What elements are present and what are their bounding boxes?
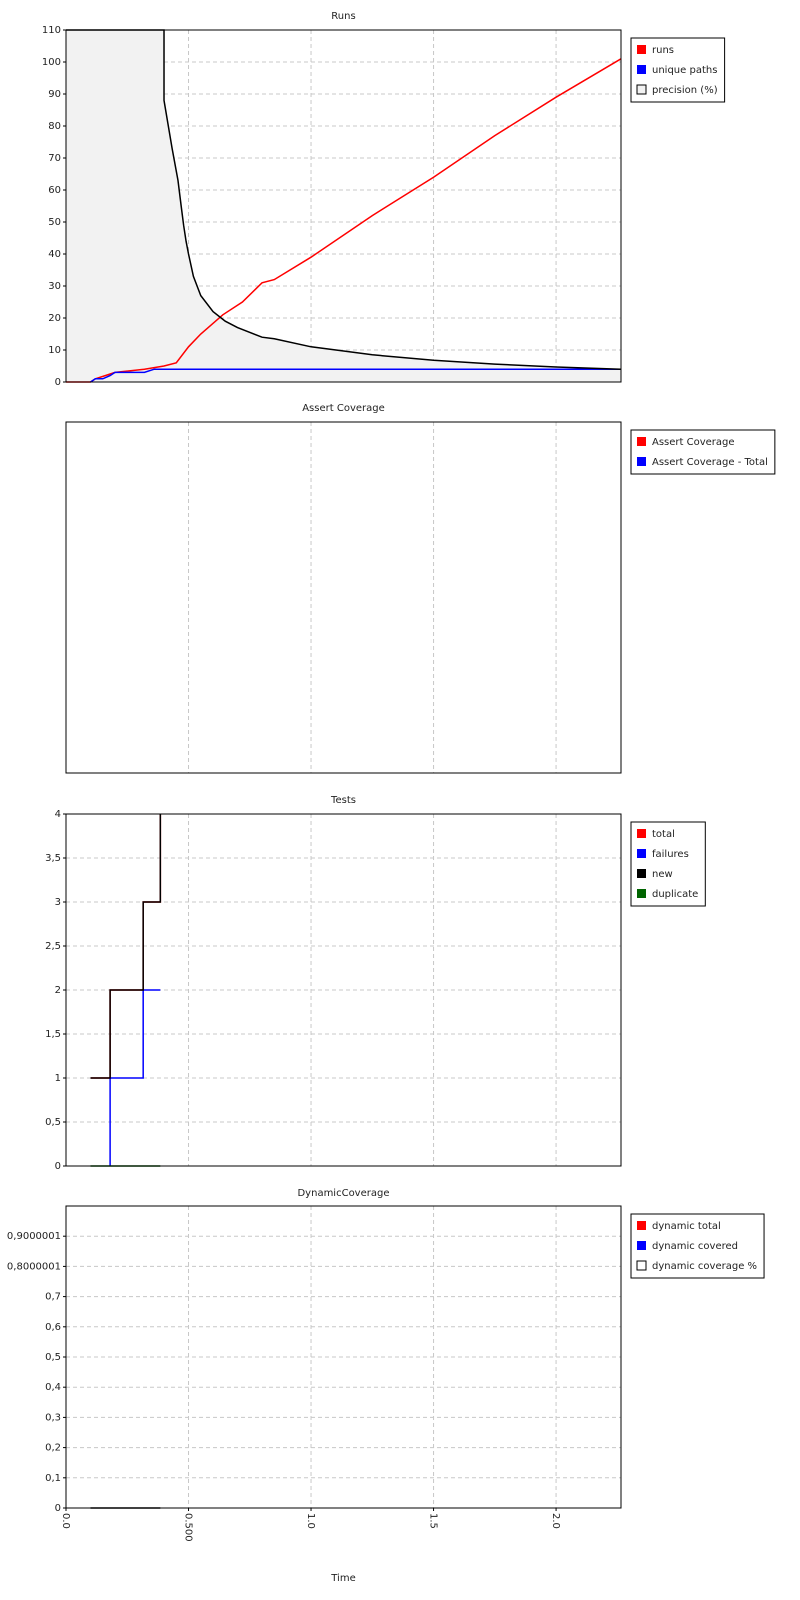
x-tick-label: 1.0 bbox=[305, 1513, 316, 1529]
legend-label: Assert Coverage bbox=[652, 437, 735, 448]
x-axis-label: Time bbox=[330, 1573, 355, 1584]
legend-swatch bbox=[637, 1241, 646, 1250]
y-tick-label: 1 bbox=[55, 1073, 61, 1084]
y-tick-label: 1,5 bbox=[45, 1029, 61, 1040]
legend-swatch bbox=[637, 65, 646, 74]
y-tick-label: 0,3 bbox=[45, 1412, 61, 1423]
y-tick-label: 4 bbox=[55, 809, 61, 820]
y-tick-label: 0,8000001 bbox=[7, 1261, 61, 1272]
y-tick-label: 2 bbox=[55, 985, 61, 996]
legend-swatch bbox=[637, 889, 646, 898]
plot-border bbox=[65, 29, 622, 383]
x-tick-label: 0.500 bbox=[183, 1513, 194, 1542]
area-fill bbox=[66, 30, 621, 382]
series-line bbox=[90, 814, 162, 1079]
plot-border bbox=[65, 421, 622, 774]
legend-label: total bbox=[652, 829, 675, 840]
y-tick-label: 60 bbox=[48, 185, 61, 196]
y-tick-label: 20 bbox=[48, 313, 61, 324]
legend-swatch bbox=[637, 45, 646, 54]
legend-label: dynamic covered bbox=[652, 1241, 738, 1252]
y-tick-label: 30 bbox=[48, 281, 61, 292]
legend-label: dynamic total bbox=[652, 1221, 721, 1232]
y-tick-label: 70 bbox=[48, 153, 61, 164]
y-tick-label: 40 bbox=[48, 249, 61, 260]
y-tick-label: 3 bbox=[55, 897, 61, 908]
x-tick-label: 2.0 bbox=[550, 1513, 561, 1529]
chart-title: Assert Coverage bbox=[302, 403, 385, 414]
legend-label: Assert Coverage - Total bbox=[652, 457, 768, 468]
y-tick-label: 0,5 bbox=[45, 1117, 61, 1128]
y-tick-label: 0 bbox=[55, 1503, 61, 1514]
legend-label: duplicate bbox=[652, 889, 698, 900]
y-tick-label: 0 bbox=[55, 1161, 61, 1172]
series-line bbox=[66, 29, 622, 370]
y-tick-label: 0,4 bbox=[45, 1382, 61, 1393]
y-tick-label: 10 bbox=[48, 345, 61, 356]
y-tick-label: 0,9000001 bbox=[7, 1231, 61, 1242]
legend-box bbox=[630, 1213, 765, 1279]
legend-label: unique paths bbox=[652, 65, 717, 76]
legend-label: runs bbox=[652, 45, 674, 56]
plot-border bbox=[65, 813, 622, 1167]
series-line bbox=[66, 58, 622, 383]
legend-label: precision (%) bbox=[652, 85, 718, 96]
legend-swatch bbox=[637, 869, 646, 878]
y-tick-label: 0,2 bbox=[45, 1443, 61, 1454]
chart-title: Tests bbox=[330, 795, 356, 806]
y-tick-label: 0 bbox=[55, 377, 61, 388]
legend-swatch bbox=[637, 829, 646, 838]
plot-background bbox=[66, 422, 621, 773]
y-tick-label: 2,5 bbox=[45, 941, 61, 952]
legend-label: dynamic coverage % bbox=[652, 1261, 757, 1272]
legend-label: failures bbox=[652, 849, 689, 860]
chart-title: DynamicCoverage bbox=[297, 1188, 389, 1199]
y-tick-label: 50 bbox=[48, 217, 61, 228]
plot-border bbox=[65, 1205, 622, 1509]
legend: total failures new duplicate bbox=[630, 821, 706, 907]
y-tick-label: 90 bbox=[48, 89, 61, 100]
legend-swatch bbox=[637, 437, 646, 446]
y-tick-label: 80 bbox=[48, 121, 61, 132]
legend: dynamic total dynamic covered dynamic cove… bbox=[630, 1213, 765, 1279]
x-tick-label: 0.0 bbox=[60, 1513, 71, 1529]
x-tick-label: 1.5 bbox=[428, 1513, 439, 1529]
y-tick-label: 0,5 bbox=[45, 1352, 61, 1363]
chart-title: Runs bbox=[331, 11, 355, 22]
legend: runs unique paths precision (%) bbox=[630, 37, 726, 103]
y-tick-label: 0,1 bbox=[45, 1473, 61, 1484]
series-line bbox=[109, 989, 161, 1166]
legend-swatch bbox=[637, 1221, 646, 1230]
series-line bbox=[90, 368, 621, 383]
y-tick-label: 0,7 bbox=[45, 1292, 61, 1303]
legend: Assert Coverage Assert Coverage - Total bbox=[630, 429, 776, 475]
y-tick-label: 3,5 bbox=[45, 853, 61, 864]
y-tick-label: 100 bbox=[42, 57, 61, 68]
legend-swatch bbox=[636, 1260, 647, 1271]
y-tick-label: 0,6 bbox=[45, 1322, 61, 1333]
legend-box bbox=[630, 429, 776, 475]
y-tick-label: 110 bbox=[42, 25, 61, 36]
legend-swatch bbox=[637, 457, 646, 466]
legend-box bbox=[630, 37, 726, 103]
legend-label: new bbox=[652, 869, 673, 880]
legend-swatch bbox=[636, 84, 647, 95]
legend-swatch bbox=[637, 849, 646, 858]
